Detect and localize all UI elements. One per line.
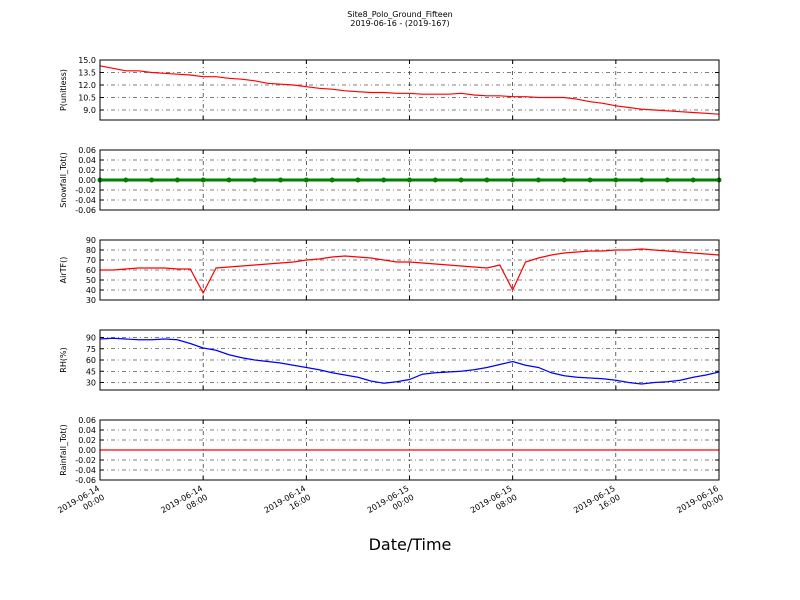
data-point [200, 177, 206, 183]
y-tick-label: 90 [86, 236, 96, 245]
y-tick-label: 0.00 [78, 176, 96, 185]
y-tick-label: 40 [86, 286, 96, 295]
y-tick-label: 80 [86, 246, 96, 255]
chart-subtitle: 2019-06-16 - (2019-167) [350, 19, 449, 28]
data-point [278, 177, 284, 183]
y-axis-label: Snowfall_Tot() [59, 152, 68, 208]
y-tick-label: 12.0 [78, 81, 96, 90]
x-axis-label: Date/Time [369, 535, 452, 554]
y-tick-label: -0.02 [75, 186, 96, 195]
data-point [690, 177, 696, 183]
y-tick-label: -0.04 [75, 466, 96, 475]
y-tick-label: 10.5 [78, 94, 96, 103]
y-tick-label: 60 [86, 356, 96, 365]
data-point [561, 177, 567, 183]
y-tick-label: 45 [86, 367, 96, 376]
data-point [613, 177, 619, 183]
plot-frame [99, 419, 720, 481]
y-axis-label: AirTF() [59, 257, 68, 284]
y-tick-label: 0.06 [78, 416, 96, 425]
y-tick-label: 50 [86, 276, 96, 285]
data-point [381, 177, 387, 183]
y-tick-label: 0.02 [78, 436, 96, 445]
data-point [587, 177, 593, 183]
y-tick-label: 9.0 [83, 106, 96, 115]
plot-frame [99, 59, 720, 121]
y-tick-label: 0.04 [78, 156, 96, 165]
y-tick-label: 13.5 [78, 69, 96, 78]
data-line [100, 248, 720, 295]
y-tick-label: -0.02 [75, 456, 96, 465]
data-point [510, 177, 516, 183]
y-tick-label: 0.02 [78, 166, 96, 175]
y-axis-label: RH(%) [59, 347, 68, 372]
data-point [303, 177, 309, 183]
y-axis-label: P(unitless) [59, 69, 68, 111]
data-line [99, 65, 720, 115]
data-line [99, 337, 720, 385]
y-tick-label: 15.0 [78, 56, 96, 65]
data-point [252, 177, 258, 183]
data-point [484, 177, 490, 183]
data-point [123, 177, 129, 183]
y-tick-label: 30 [86, 379, 96, 388]
data-point [149, 177, 155, 183]
data-point [226, 177, 232, 183]
chart-title: Site8_Polo_Ground_Fifteen [347, 10, 452, 19]
y-tick-label: 0.06 [78, 146, 96, 155]
data-point [329, 177, 335, 183]
y-tick-label: -0.04 [75, 196, 96, 205]
y-axis-label: Rainfall_Tot() [59, 424, 68, 476]
data-point [639, 177, 645, 183]
data-point [458, 177, 464, 183]
data-point [174, 177, 180, 183]
data-point [355, 177, 361, 183]
y-tick-label: 0.04 [78, 426, 96, 435]
data-point [535, 177, 541, 183]
plot-frame [99, 239, 720, 301]
data-point [407, 177, 412, 183]
y-tick-label: 0.00 [78, 446, 96, 455]
y-tick-label: -0.06 [75, 476, 96, 485]
y-tick-label: 60 [86, 266, 96, 275]
y-tick-label: 75 [86, 345, 96, 354]
y-tick-label: 70 [86, 256, 96, 265]
plot-frame [99, 329, 720, 391]
data-point [664, 177, 670, 183]
y-tick-label: -0.06 [75, 206, 96, 215]
plot-frame [99, 149, 720, 211]
y-tick-label: 30 [86, 296, 96, 305]
y-tick-label: 90 [86, 334, 96, 343]
data-point [432, 177, 438, 183]
